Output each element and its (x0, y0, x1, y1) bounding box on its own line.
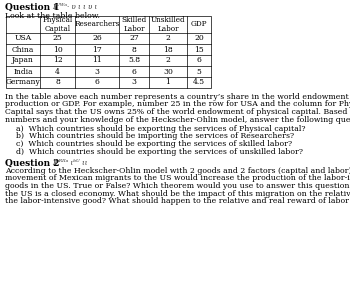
Text: 5: 5 (197, 68, 202, 75)
Text: Japan: Japan (12, 57, 34, 64)
Text: 2: 2 (166, 35, 170, 43)
Text: 4.5: 4.5 (193, 79, 205, 86)
Text: China: China (12, 46, 34, 53)
Text: USA: USA (14, 35, 32, 43)
Text: GDP: GDP (191, 21, 207, 28)
Text: 6: 6 (94, 79, 99, 86)
Text: In the table above each number represents a country’s share in the world endowme: In the table above each number represent… (5, 93, 350, 101)
Text: 18: 18 (163, 46, 173, 53)
Text: Ⅱᵁᵂᵃ· υ ι ι υ ι: Ⅱᵁᵂᵃ· υ ι ι υ ι (52, 3, 97, 11)
Text: 3: 3 (132, 79, 136, 86)
Text: 11: 11 (92, 57, 102, 64)
Text: a)  Which countries should be exporting the services of Physical capital?: a) Which countries should be exporting t… (16, 125, 306, 133)
Text: 2: 2 (166, 57, 170, 64)
Text: 6: 6 (132, 68, 136, 75)
Text: 15: 15 (194, 46, 204, 53)
Text: d)  Which countries should be exporting the services of unskilled labor?: d) Which countries should be exporting t… (16, 148, 303, 155)
Text: the US is a closed economy. What should be the impact of this migration on the r: the US is a closed economy. What should … (5, 189, 350, 197)
Text: Skilled
Labor: Skilled Labor (121, 16, 147, 33)
Text: India: India (13, 68, 33, 75)
Text: 1: 1 (166, 79, 170, 86)
Text: 4: 4 (55, 68, 60, 75)
Text: goods in the US. True or False? Which theorem would you use to answer this quest: goods in the US. True or False? Which th… (5, 182, 350, 190)
Text: 30: 30 (163, 68, 173, 75)
Text: numbers and your knowledge of the Heckscher-Ohlin model, answer the following qu: numbers and your knowledge of the Hecksc… (5, 115, 350, 124)
Text: 8: 8 (55, 79, 60, 86)
Text: Unskilled
Labor: Unskilled Labor (151, 16, 185, 33)
Text: the labor-intensive good? What should happen to the relative and real reward of : the labor-intensive good? What should ha… (5, 197, 350, 205)
Text: 20: 20 (194, 35, 204, 43)
Text: Question 2: Question 2 (5, 159, 60, 168)
Text: Physical
Capital: Physical Capital (42, 16, 73, 33)
Text: 12: 12 (52, 57, 62, 64)
Text: c)  Which countries should be exporting the services of skilled labor?: c) Which countries should be exporting t… (16, 140, 292, 148)
Text: Capital says that the US owns 25% of the world endowment of physical capital. Ba: Capital says that the US owns 25% of the… (5, 108, 350, 116)
Text: b)  Which countries should be importing the services of Researchers?: b) Which countries should be importing t… (16, 133, 294, 140)
Text: 6: 6 (197, 57, 202, 64)
Text: 5.8: 5.8 (128, 57, 140, 64)
Text: Ⅱᵃᴿᴵᴵᵃ ιᵇᵁ ιι: Ⅱᵃᴿᴵᴵᵃ ιᵇᵁ ιι (52, 159, 88, 167)
Text: 8: 8 (132, 46, 136, 53)
Text: movement of Mexican migrants to the US would increase the production of the labo: movement of Mexican migrants to the US w… (5, 175, 350, 182)
Text: Researchers: Researchers (74, 21, 120, 28)
Text: 27: 27 (129, 35, 139, 43)
Text: Look at the table below.: Look at the table below. (5, 12, 100, 20)
Text: 10: 10 (52, 46, 62, 53)
Bar (6, 16, 211, 88)
Text: 3: 3 (94, 68, 99, 75)
Text: 26: 26 (92, 35, 102, 43)
Text: According to the Heckscher-Ohlin model with 2 goods and 2 factors (capital and l: According to the Heckscher-Ohlin model w… (5, 167, 350, 175)
Text: production or GDP. For example, number 25 in the row for USA and the column for : production or GDP. For example, number 2… (5, 101, 350, 108)
Text: 17: 17 (92, 46, 102, 53)
Text: Germany: Germany (6, 79, 40, 86)
Text: 25: 25 (52, 35, 62, 43)
Text: Question 1: Question 1 (5, 3, 60, 12)
